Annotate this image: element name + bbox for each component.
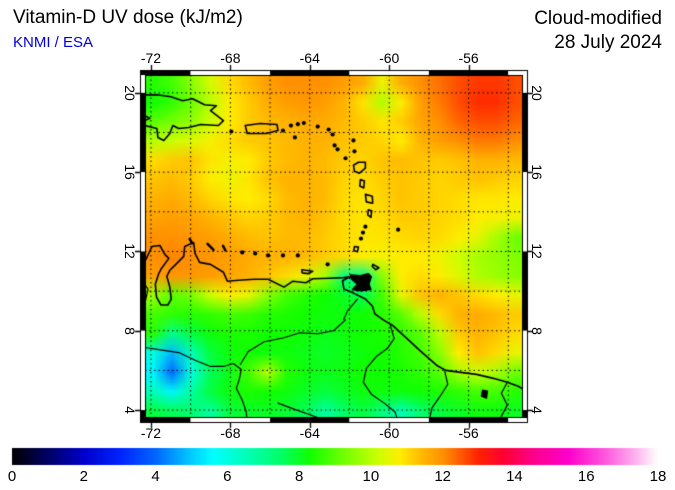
page-title: Vitamin-D UV dose (kJ/m2)	[13, 7, 243, 28]
date-label: 28 July 2024	[554, 32, 662, 53]
header-left: Vitamin-D UV dose (kJ/m2) KNMI / ESA	[13, 7, 243, 51]
source-credit: KNMI / ESA	[13, 34, 94, 51]
header-right: Cloud-modified 28 July 2024	[534, 7, 662, 55]
mode-label: Cloud-modified	[534, 8, 662, 29]
